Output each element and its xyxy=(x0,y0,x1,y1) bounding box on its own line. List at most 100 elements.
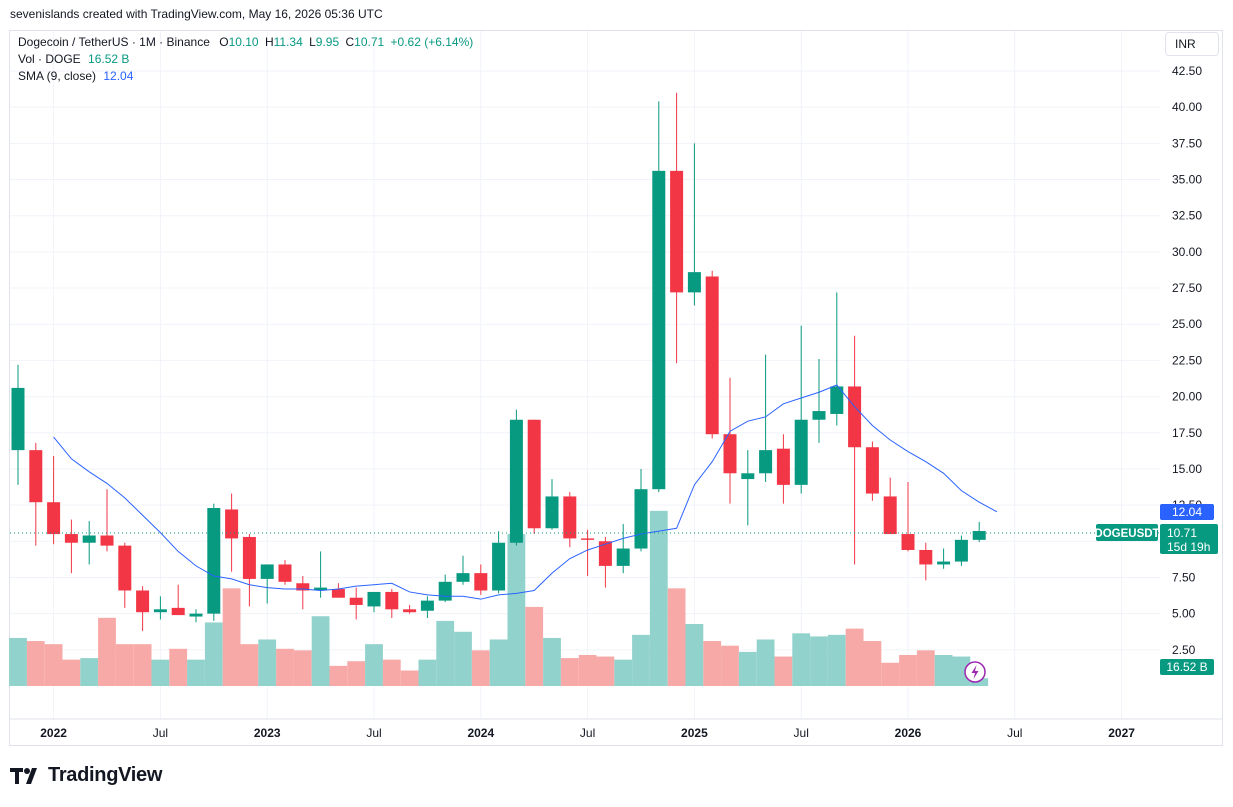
candle-body xyxy=(260,564,274,579)
volume-bar xyxy=(115,644,134,686)
lightning-icon[interactable] xyxy=(964,661,986,683)
last-price-tag: 10.71 15d 19h xyxy=(1160,524,1218,554)
volume-bar xyxy=(365,644,383,686)
candle-body xyxy=(29,450,43,503)
volume-bar xyxy=(738,651,757,686)
candle-body xyxy=(972,531,986,540)
candle-body xyxy=(11,387,25,451)
candle-body xyxy=(207,508,221,614)
volume-bar xyxy=(703,641,722,686)
price-tick-label: 20.00 xyxy=(1172,390,1202,404)
chart-frame[interactable] xyxy=(9,30,1223,746)
candle-body xyxy=(883,496,897,535)
volume-bar xyxy=(916,650,935,686)
volume-bar xyxy=(44,644,63,686)
candle-body xyxy=(830,386,844,414)
symbol-legend: Dogecoin / TetherUS · 1M · Binance O10.1… xyxy=(18,35,473,49)
candle-body xyxy=(278,564,292,582)
volume-value: 16.52 B xyxy=(88,52,130,66)
sma-label: SMA (9, close) xyxy=(18,69,97,83)
candle-body xyxy=(937,561,951,565)
volume-bar xyxy=(436,620,455,686)
sma-layer xyxy=(53,384,998,600)
volume-bar xyxy=(98,617,116,686)
volume-bar xyxy=(187,659,205,686)
price-tick-label: 27.50 xyxy=(1172,281,1202,295)
candle-body xyxy=(812,411,826,420)
volume-bar xyxy=(418,659,437,686)
volume-bar xyxy=(400,670,419,686)
volume-bar xyxy=(685,624,704,686)
volume-bar xyxy=(560,658,579,686)
symbol-title: Dogecoin / TetherUS · 1M · Binance xyxy=(18,35,210,49)
candle-layer xyxy=(11,92,986,632)
volume-bar xyxy=(863,641,882,686)
price-tick-label: 25.00 xyxy=(1172,317,1202,331)
volume-bar xyxy=(649,510,668,686)
candle-body xyxy=(118,545,132,591)
candle-body xyxy=(581,538,595,540)
price-tick-label: 30.00 xyxy=(1172,245,1202,259)
volume-bar xyxy=(240,644,259,686)
volume-bar xyxy=(329,665,348,686)
volume-bar xyxy=(934,655,953,686)
candle-body xyxy=(670,170,684,293)
sma-price-tag: 12.04 xyxy=(1160,504,1214,520)
time-tick-label: 2026 xyxy=(895,726,922,740)
candle-body xyxy=(759,450,773,474)
price-tick-label: 7.50 xyxy=(1172,570,1196,584)
change-value: +0.62 (+6.14%) xyxy=(390,35,474,49)
currency-button[interactable]: INR xyxy=(1165,32,1219,56)
volume-bar xyxy=(347,661,366,686)
candle-body xyxy=(189,613,203,617)
volume-bar xyxy=(62,659,81,686)
time-tick-label: 2023 xyxy=(254,726,281,740)
candle-body xyxy=(723,434,737,474)
price-tick-label: 5.00 xyxy=(1172,607,1196,621)
candle-body xyxy=(456,573,470,582)
candle-body xyxy=(296,583,310,591)
volume-bar xyxy=(543,637,561,686)
volume-bar xyxy=(632,634,650,686)
candle-body xyxy=(403,609,417,613)
volume-legend: Vol · DOGE 16.52 B xyxy=(18,52,129,66)
volume-bar xyxy=(721,645,739,686)
volume-bar xyxy=(489,639,508,686)
time-tick-label: Jul xyxy=(366,726,381,740)
candle-body xyxy=(136,590,150,613)
open-value: 10.10 xyxy=(228,35,259,49)
low-value: 9.95 xyxy=(315,35,340,49)
sma-price-tag-text: 12.04 xyxy=(1172,505,1202,519)
candle-body xyxy=(509,419,523,543)
sma-legend: SMA (9, close) 12.04 xyxy=(18,69,133,83)
candle-body xyxy=(634,489,648,549)
price-tick-label: 2.50 xyxy=(1172,643,1196,657)
volume-bar xyxy=(827,634,846,686)
candle-body xyxy=(314,587,328,591)
candle-body xyxy=(171,607,185,616)
volume-bar xyxy=(525,606,544,686)
candle-body xyxy=(492,542,506,591)
volume-bar xyxy=(382,659,401,686)
candle-body xyxy=(225,509,239,539)
price-tick-label: 15.00 xyxy=(1172,462,1202,476)
grid-layer xyxy=(10,31,1160,719)
tradingview-logo[interactable]: TradingView xyxy=(10,764,162,787)
volume-bar xyxy=(80,658,99,686)
volume-bar xyxy=(774,656,793,686)
time-axis: 2022 Jul 2023 Jul 2024 Jul 2025 Jul 2026 Jul 2027 xyxy=(40,726,1135,740)
time-tick-label: Jul xyxy=(1007,726,1022,740)
candle-body xyxy=(82,535,96,543)
volume-bar xyxy=(845,628,864,686)
candle-body xyxy=(47,502,61,535)
candle-body xyxy=(527,419,541,529)
low-label: L xyxy=(309,35,316,49)
volume-bar xyxy=(596,656,615,686)
candle-body xyxy=(420,600,434,611)
volume-bar xyxy=(204,622,223,686)
price-tick-label: 32.50 xyxy=(1172,209,1202,223)
candle-body xyxy=(687,272,701,293)
candle-body xyxy=(153,609,167,613)
candle-body xyxy=(349,597,363,605)
